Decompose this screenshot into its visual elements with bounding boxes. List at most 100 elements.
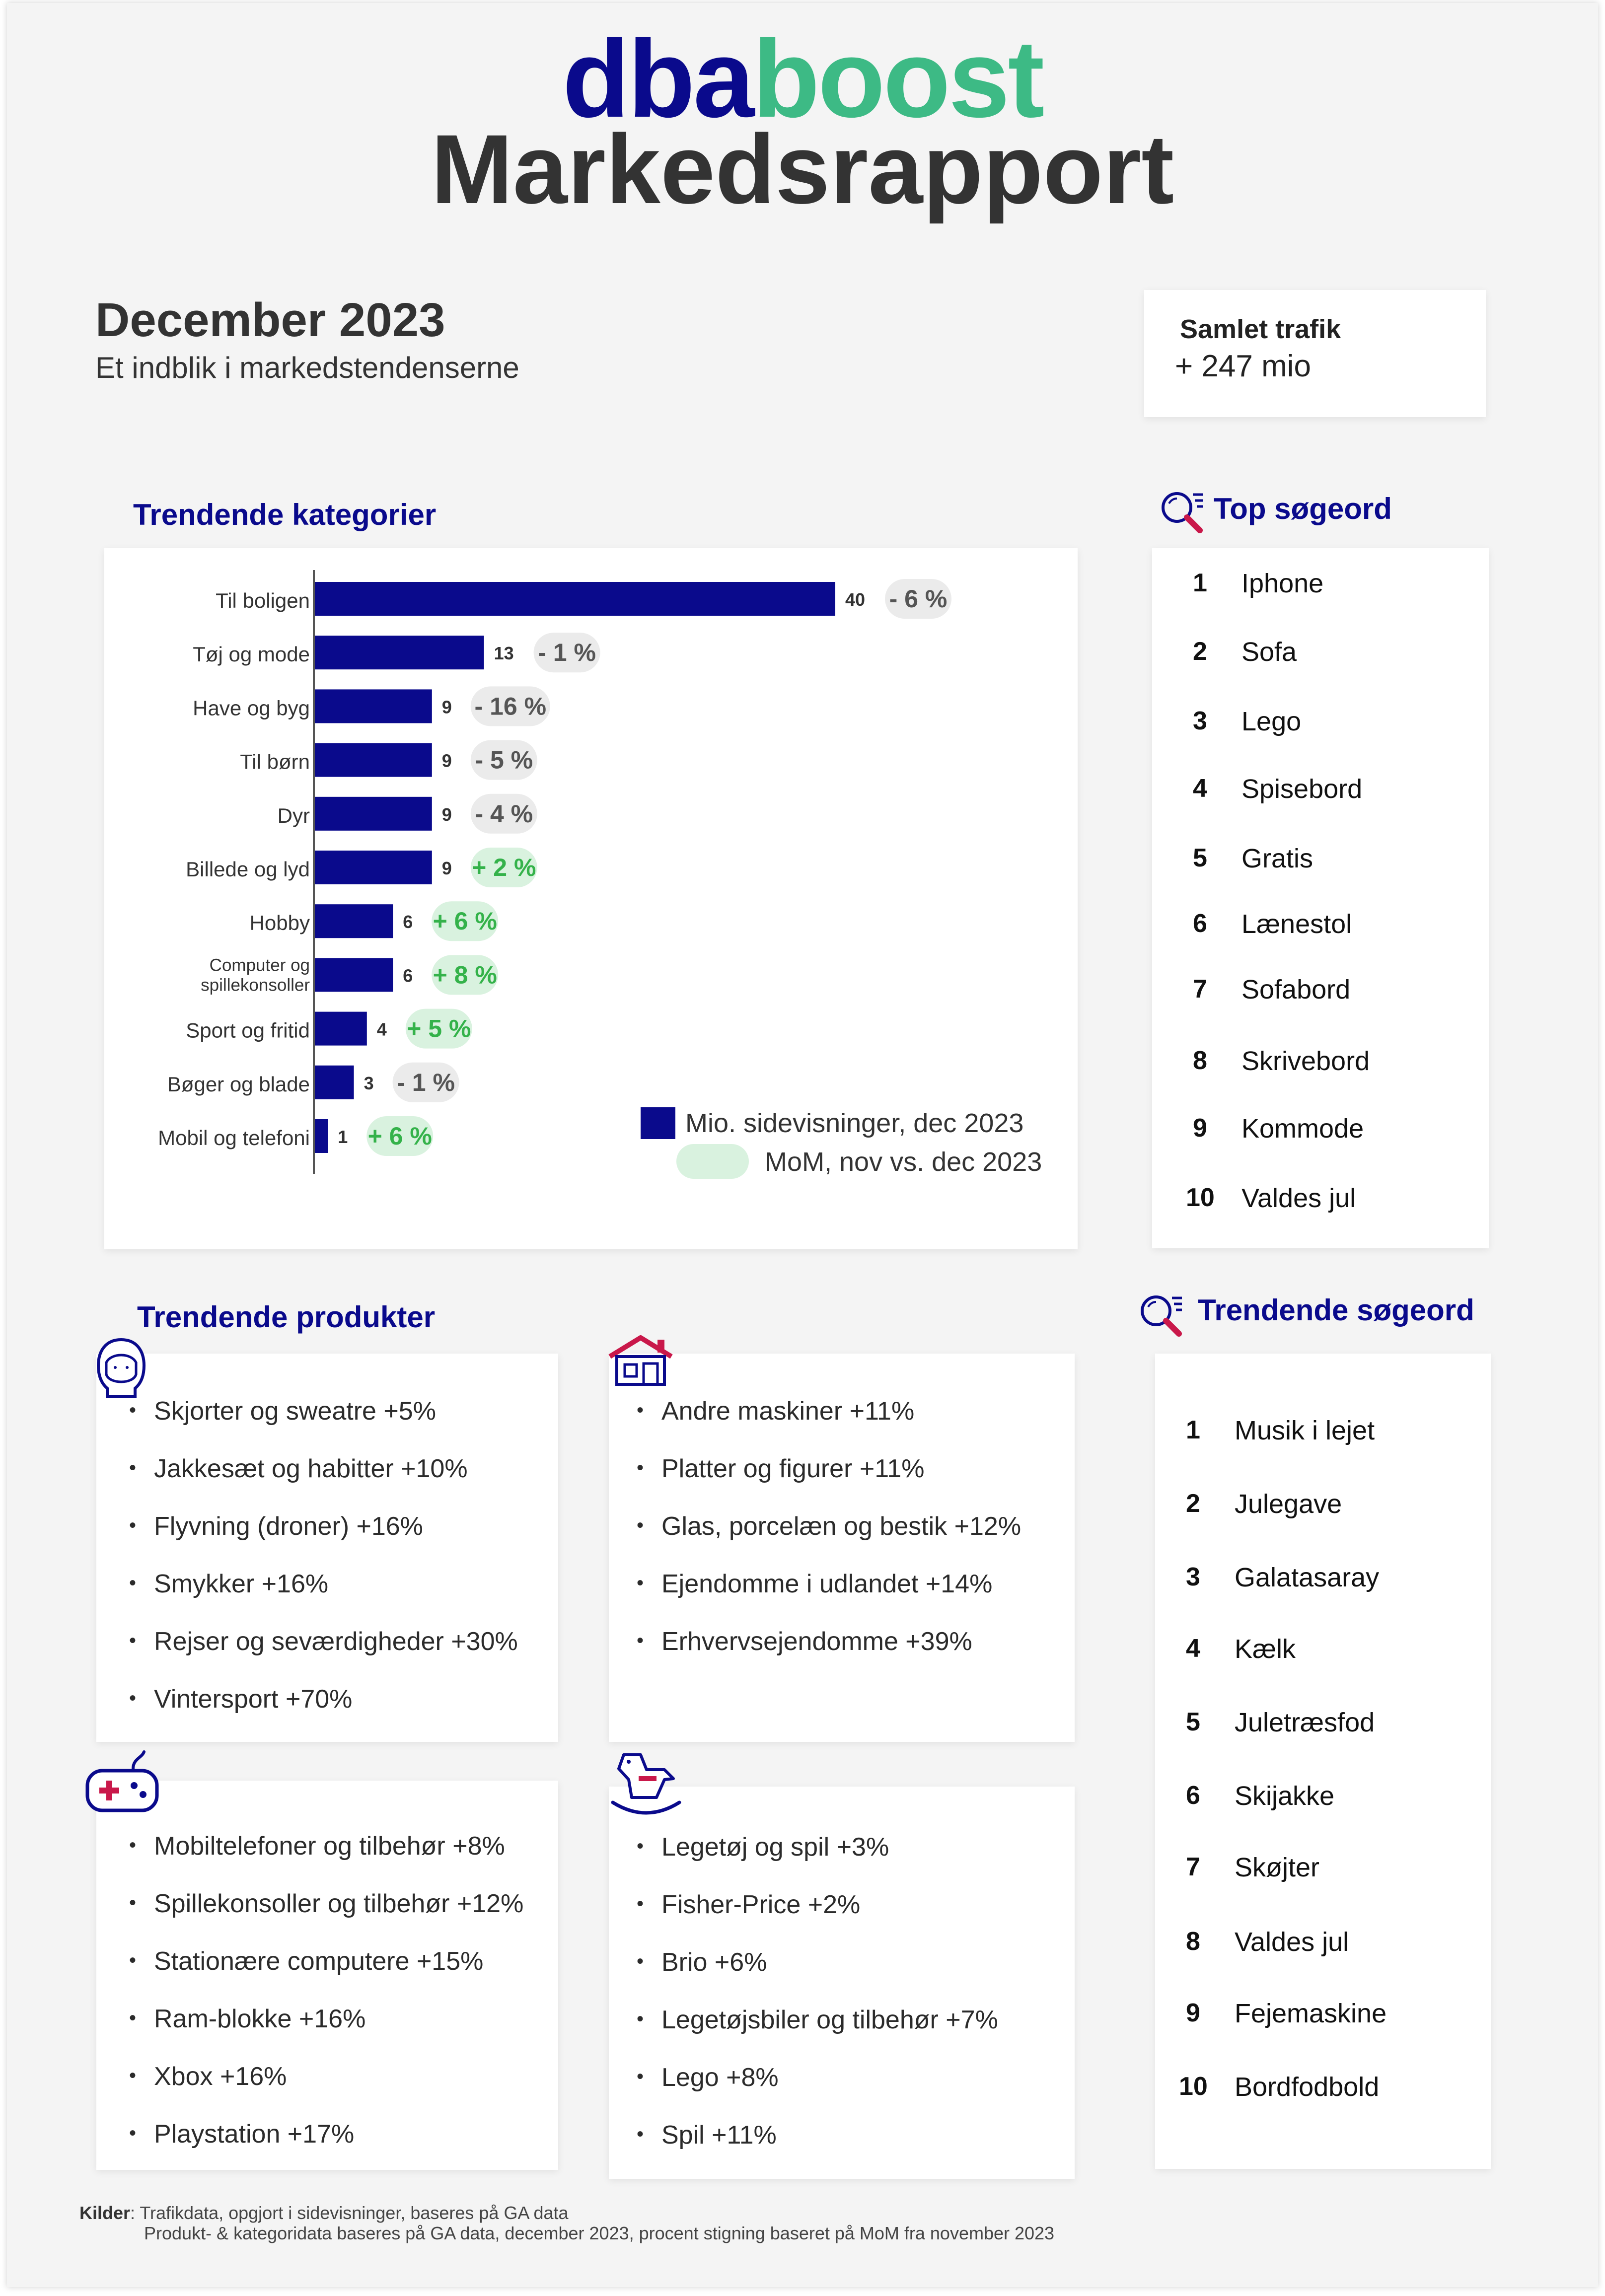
search-term: Julegave bbox=[1235, 1489, 1342, 1519]
category-label: Computer og bbox=[210, 955, 310, 975]
search-term: Musik i lejet bbox=[1235, 1416, 1375, 1445]
category-label: Til boligen bbox=[216, 589, 310, 612]
bar-value-label: 9 bbox=[442, 858, 452, 878]
category-bar bbox=[315, 1011, 367, 1046]
mom-badge-label: - 1 % bbox=[538, 639, 596, 666]
mom-badge bbox=[533, 633, 600, 673]
category-label: Mobil og telefoni bbox=[158, 1126, 310, 1149]
bar-value-label: 1 bbox=[338, 1127, 348, 1147]
product-item: Rejser og seværdigheder +30% bbox=[129, 1627, 518, 1656]
mom-badge bbox=[392, 1062, 459, 1102]
category-bar bbox=[315, 1119, 328, 1153]
mom-badge-label: - 16 % bbox=[475, 692, 547, 720]
mom-badge-label: - 6 % bbox=[889, 585, 948, 613]
period-subtitle: Et indblik i markedstendenserne bbox=[95, 351, 519, 384]
total-traffic-label: Samlet trafik bbox=[1180, 314, 1341, 344]
trending-products-title: Trendende produkter bbox=[137, 1300, 436, 1334]
category-bar bbox=[315, 636, 484, 670]
legend-bars-swatch bbox=[641, 1107, 675, 1139]
sources-line-1: Kilder: Trafikdata, opgjort i sidevisnin… bbox=[79, 2203, 1054, 2223]
search-term: Kælk bbox=[1235, 1634, 1296, 1664]
category-label: Til børn bbox=[240, 750, 310, 774]
product-item: Erhvervsejendomme +39% bbox=[637, 1627, 972, 1656]
magnifier-icon bbox=[1162, 492, 1203, 533]
category-label: Sport og fritid bbox=[186, 1019, 310, 1042]
sources-note: Kilder: Trafikdata, opgjort i sidevisnin… bbox=[79, 2203, 1054, 2244]
product-item: Stationære computere +15% bbox=[129, 1946, 483, 1976]
mom-badge-label: - 1 % bbox=[397, 1069, 455, 1096]
search-term: Sofabord bbox=[1241, 975, 1351, 1004]
bar-value-label: 9 bbox=[442, 751, 452, 771]
bar-value-label: 40 bbox=[845, 589, 865, 610]
report-page: dbaboost Markedsrapport December 2023 Et… bbox=[7, 3, 1598, 2287]
mom-badge bbox=[470, 740, 537, 780]
search-term: Lænestol bbox=[1241, 909, 1352, 939]
total-traffic-value: + 247 mio bbox=[1175, 349, 1312, 383]
search-term: Skijakke bbox=[1235, 1781, 1335, 1811]
dbaboost-logo: dbaboost bbox=[7, 24, 1598, 134]
top-search-card: 1 Iphone 2 Sofa 3 Lego 4 Spisebord 5 Gratis 6 Lænes… bbox=[1152, 548, 1489, 1248]
logo-part-dba: dba bbox=[562, 17, 755, 141]
logo-part-boost: boost bbox=[752, 17, 1044, 141]
search-term: Valdes jul bbox=[1235, 1927, 1349, 1957]
mom-badge bbox=[470, 848, 537, 887]
search-term-rank: 3 bbox=[1193, 707, 1207, 735]
bar-value-label: 9 bbox=[442, 804, 452, 825]
search-term-rank: 3 bbox=[1186, 1563, 1200, 1591]
search-term: Skøjter bbox=[1235, 1853, 1320, 1882]
product-card-toys: Legetøj og spil +3% Fisher-Price +2% Brio … bbox=[609, 1787, 1075, 2179]
mom-badge-label: + 6 % bbox=[433, 907, 497, 935]
category-label: Hobby bbox=[250, 911, 310, 934]
sources-line-2: Produkt- & kategoridata baseres på GA da… bbox=[144, 2223, 1055, 2244]
product-item: Jakkesæt og habitter +10% bbox=[129, 1454, 468, 1484]
search-term-rank: 10 bbox=[1179, 2072, 1208, 2101]
category-label: Dyr bbox=[278, 804, 310, 827]
product-card-fashion: Skjorter og sweatre +5% Jakkesæt og habit… bbox=[96, 1354, 558, 1742]
search-term-rank: 7 bbox=[1186, 1853, 1200, 1881]
category-bar bbox=[315, 1065, 354, 1099]
gamepad-icon bbox=[85, 1750, 159, 1812]
mom-badge bbox=[432, 901, 499, 941]
mom-badge-label: - 5 % bbox=[475, 746, 533, 774]
bar-value-label: 13 bbox=[494, 643, 514, 663]
product-item: Glas, porcelæn og bestik +12% bbox=[637, 1511, 1021, 1541]
search-term-rank: 6 bbox=[1186, 1781, 1200, 1810]
product-item: Andre maskiner +11% bbox=[637, 1396, 914, 1426]
legend-badges-label: MoM, nov vs. dec 2023 bbox=[765, 1147, 1042, 1177]
search-term-rank: 1 bbox=[1186, 1416, 1200, 1444]
product-item: Xbox +16% bbox=[129, 2062, 287, 2091]
search-term-rank: 8 bbox=[1193, 1046, 1207, 1075]
mom-badge-label: + 2 % bbox=[472, 854, 536, 881]
bar-value-label: 3 bbox=[364, 1073, 374, 1093]
category-bar bbox=[315, 851, 432, 884]
product-item: Flyvning (droner) +16% bbox=[129, 1511, 423, 1541]
mom-badge-label: + 6 % bbox=[368, 1122, 432, 1150]
search-term: Fejemaskine bbox=[1235, 1999, 1387, 2028]
product-item: Ram-blokke +16% bbox=[129, 2004, 365, 2034]
bar-value-label: 4 bbox=[377, 1019, 387, 1040]
search-term-rank: 8 bbox=[1186, 1927, 1200, 1956]
search-term-rank: 6 bbox=[1193, 909, 1207, 938]
mom-badge bbox=[366, 1116, 434, 1156]
search-term: Iphone bbox=[1241, 569, 1324, 598]
product-item: Mobiltelefoner og tilbehør +8% bbox=[129, 1831, 505, 1861]
category-label: Bøger og blade bbox=[167, 1073, 310, 1096]
category-bar bbox=[315, 958, 393, 992]
category-bar bbox=[315, 689, 432, 723]
search-term: Sofa bbox=[1241, 637, 1297, 667]
search-term: Skrivebord bbox=[1241, 1046, 1370, 1076]
search-term-rank: 7 bbox=[1193, 975, 1207, 1004]
magnifier-icon bbox=[1141, 1295, 1182, 1337]
trending-search-title: Trendende søgeord bbox=[1198, 1293, 1474, 1327]
mom-badge-label: + 5 % bbox=[407, 1015, 471, 1043]
category-bar bbox=[315, 743, 432, 777]
product-item: Legetøjsbiler og tilbehør +7% bbox=[637, 2005, 998, 2035]
search-term: Valdes jul bbox=[1241, 1183, 1356, 1213]
product-item: Ejendomme i udlandet +14% bbox=[637, 1569, 992, 1599]
product-item: Fisher-Price +2% bbox=[637, 1890, 860, 1920]
total-traffic-card bbox=[1144, 290, 1486, 417]
category-bar bbox=[315, 582, 835, 616]
category-label: spillekonsoller bbox=[201, 975, 310, 995]
search-term: Gratis bbox=[1241, 844, 1313, 873]
legend-badges-swatch bbox=[676, 1144, 749, 1179]
